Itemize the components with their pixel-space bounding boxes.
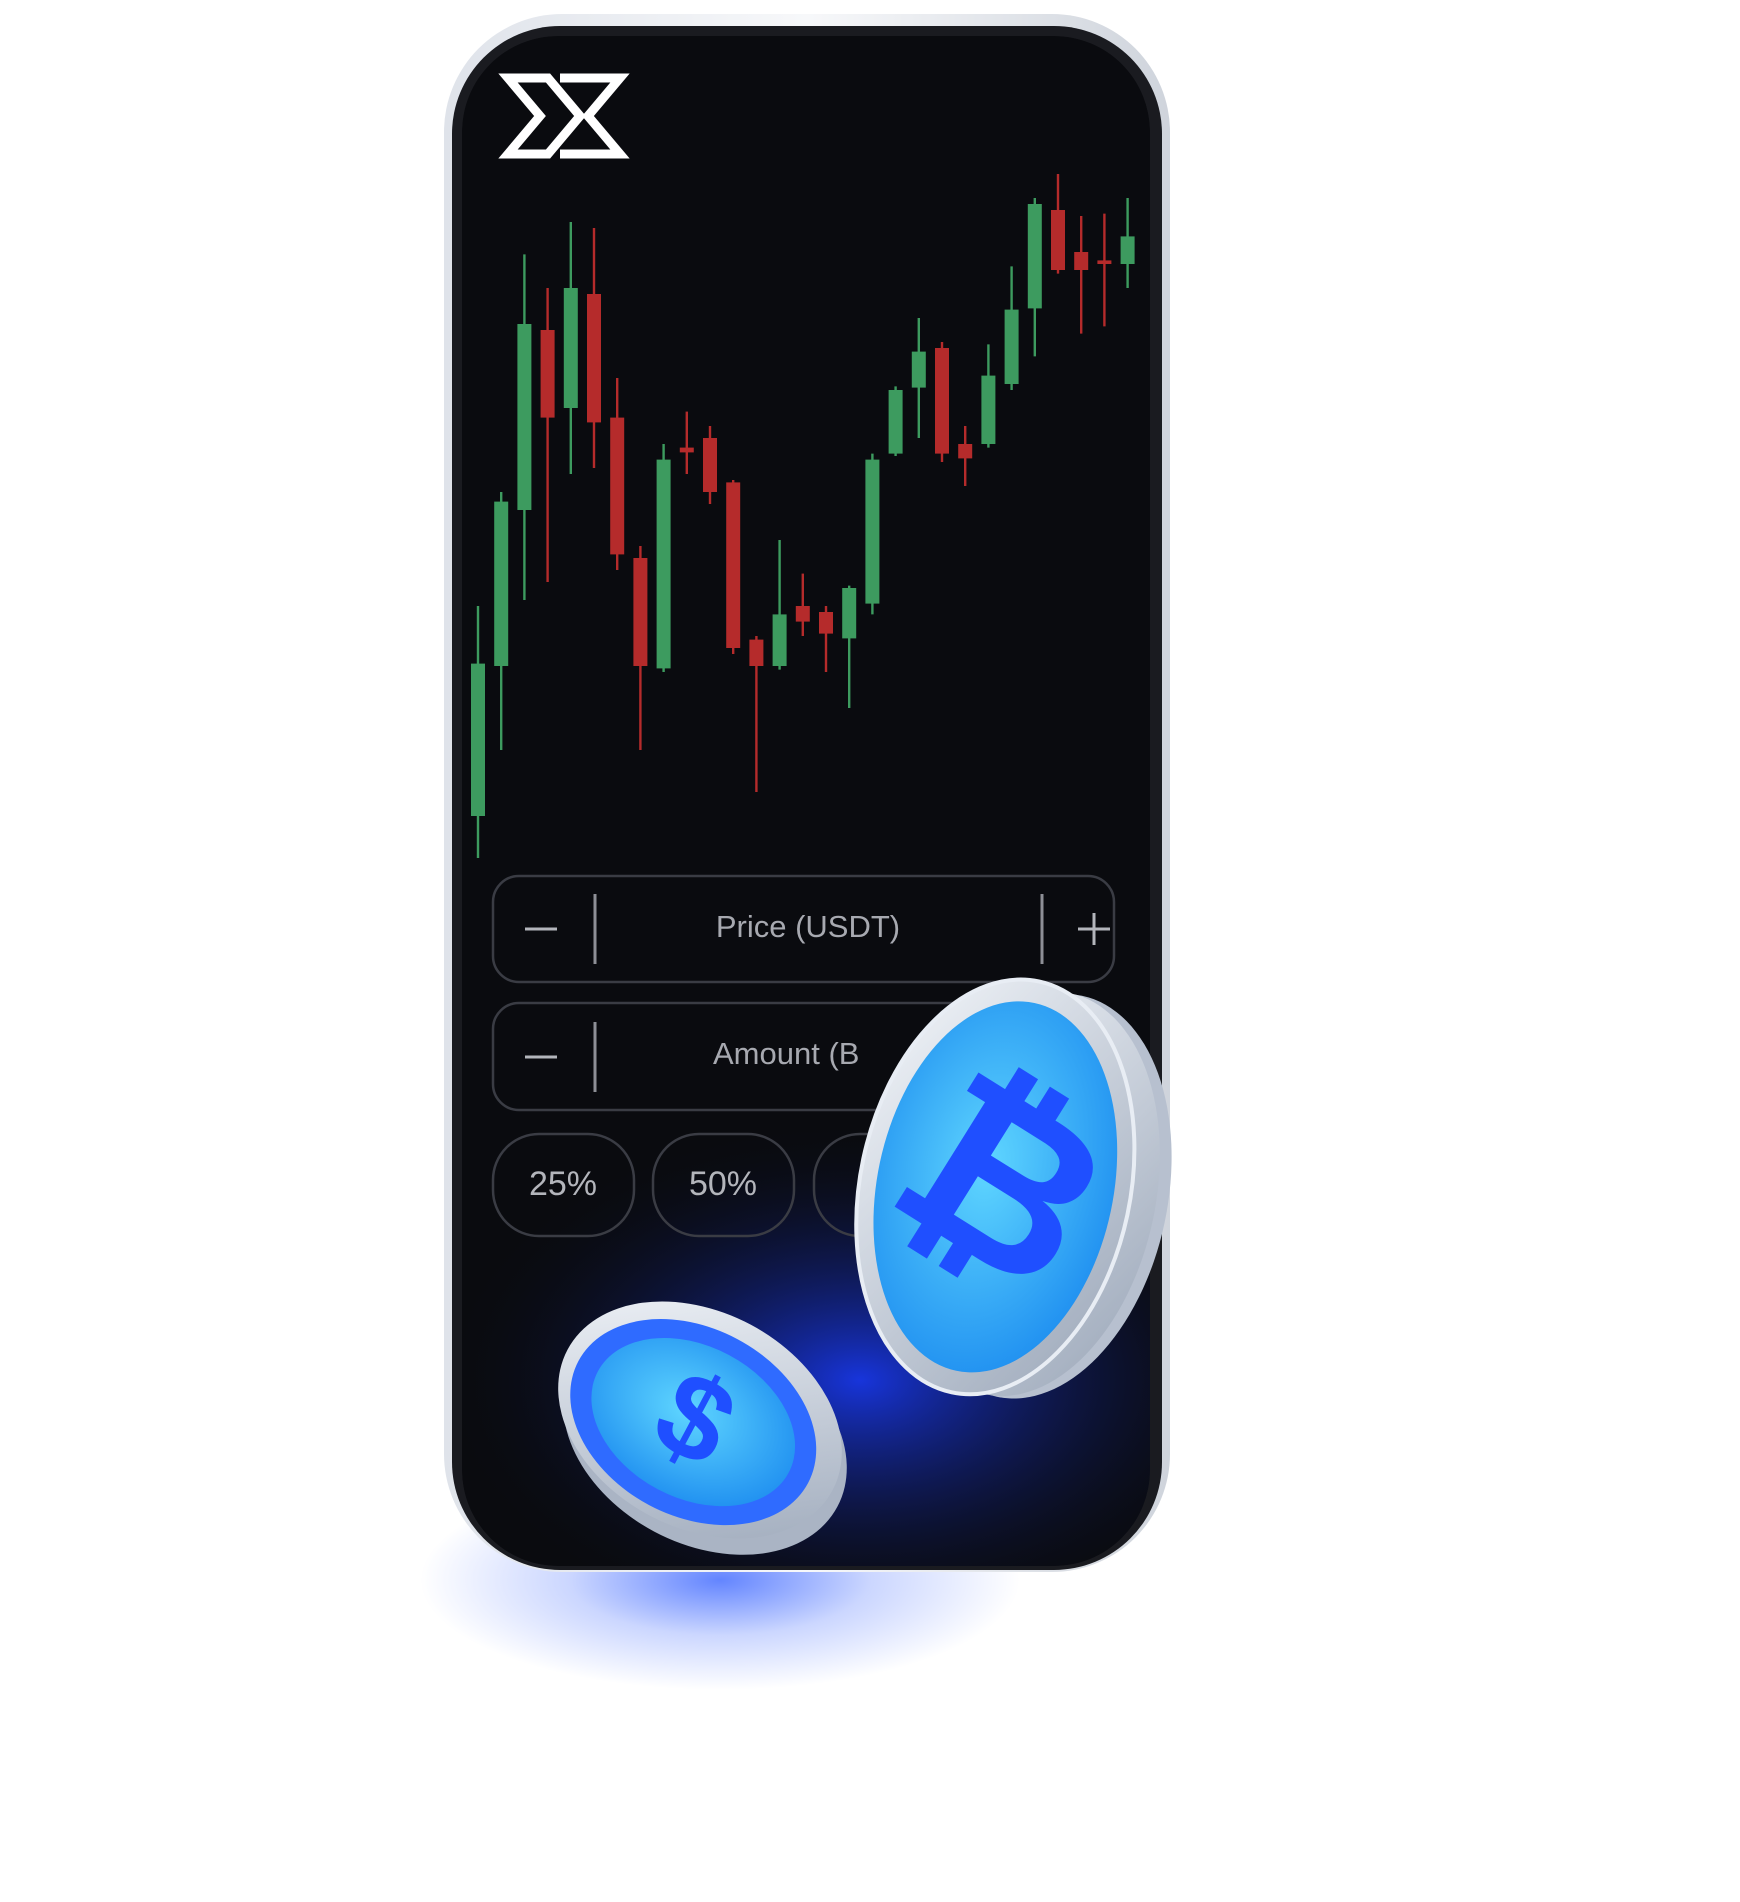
percent-label: 25% xyxy=(529,1165,597,1203)
candle-body xyxy=(1004,309,1019,384)
candle-body xyxy=(935,348,949,454)
candle-body xyxy=(981,375,996,444)
candle-body xyxy=(749,639,764,666)
percent-button[interactable] xyxy=(491,1132,636,1238)
candle-body xyxy=(772,614,787,666)
candle-body xyxy=(679,447,694,453)
candle-body xyxy=(610,417,625,555)
candle-chart xyxy=(471,174,1135,858)
candle-body xyxy=(563,288,578,408)
bitcoin-coin: ₿ xyxy=(854,977,1172,1399)
candle-body xyxy=(842,588,857,639)
amount-label: Amount (B xyxy=(713,1036,859,1071)
candle-body xyxy=(633,558,648,666)
percent-label: 50% xyxy=(689,1165,757,1203)
candle-body xyxy=(911,351,926,388)
price-field[interactable]: Price (USDT) xyxy=(491,874,1116,984)
price-label: Price (USDT) xyxy=(716,909,900,944)
candle-body xyxy=(1097,260,1112,264)
candle-body xyxy=(1074,252,1089,270)
candle-body xyxy=(865,459,880,604)
candle-body xyxy=(1051,210,1065,270)
candle-body xyxy=(656,459,671,669)
percent-buttons: 25% 50% xyxy=(491,1132,956,1238)
candle-body xyxy=(587,294,601,423)
candle-body xyxy=(703,438,717,492)
candle-body xyxy=(819,612,833,634)
candle-body xyxy=(888,390,903,454)
candle-body xyxy=(540,330,555,418)
logo xyxy=(498,73,630,159)
candle-body xyxy=(517,324,532,510)
candle-body xyxy=(494,501,509,666)
percent-button[interactable] xyxy=(651,1132,796,1238)
candle-body xyxy=(726,482,741,648)
candle-body xyxy=(1120,236,1135,264)
candle-body xyxy=(1027,204,1042,309)
candle-body xyxy=(795,606,810,622)
dollar-coin: $ xyxy=(558,1301,847,1555)
candle-body xyxy=(958,444,973,459)
candle-body xyxy=(471,663,485,816)
